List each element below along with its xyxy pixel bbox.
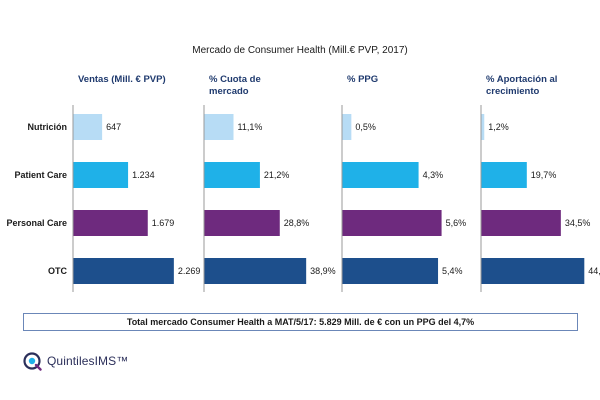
bar-value-label-3-3: 44,7% xyxy=(588,266,600,276)
panel-header-line-1-0: % Cuota de xyxy=(209,74,261,85)
bar-3-0 xyxy=(481,114,485,140)
bar-value-label-3-2: 34,5% xyxy=(565,218,591,228)
bar-1-1 xyxy=(204,162,260,188)
total-market-text: Total mercado Consumer Health a MAT/5/17… xyxy=(126,317,475,327)
bar-0-2 xyxy=(73,210,148,236)
panel-header-3: % Aportación al crecimiento xyxy=(486,74,557,97)
chart-title: Mercado de Consumer Health (Mill.€ PVP, … xyxy=(192,45,407,56)
category-label-0: Nutrición xyxy=(28,122,68,132)
bar-0-0 xyxy=(73,114,103,140)
bar-2-0 xyxy=(342,114,352,140)
panel-header-0: Ventas (Mill. € PVP) xyxy=(78,74,166,85)
bar-3-1 xyxy=(481,162,527,188)
bar-value-label-0-1: 1.234 xyxy=(132,170,155,180)
bar-value-label-2-1: 4,3% xyxy=(423,170,444,180)
total-market-box: Total mercado Consumer Health a MAT/5/17… xyxy=(23,313,578,331)
panel-header-1: % Cuota de mercado xyxy=(209,74,261,97)
quintilesims-logo-icon xyxy=(23,352,42,371)
bar-1-0 xyxy=(204,114,234,140)
bar-0-1 xyxy=(73,162,129,188)
bar-value-label-0-3: 2.269 xyxy=(178,266,201,276)
bar-value-label-1-2: 28,8% xyxy=(284,218,310,228)
panel-header-line-3-1: crecimiento xyxy=(486,86,540,97)
bar-value-label-2-2: 5,6% xyxy=(446,218,467,228)
bar-0-3 xyxy=(73,258,174,284)
bar-3-2 xyxy=(481,210,561,236)
bar-value-label-2-0: 0,5% xyxy=(355,122,376,132)
panel-header-2: % PPG xyxy=(347,74,378,85)
bar-2-2 xyxy=(342,210,442,236)
bar-value-label-3-1: 19,7% xyxy=(531,170,557,180)
category-label-3: OTC xyxy=(48,266,67,276)
bar-value-label-1-1: 21,2% xyxy=(264,170,290,180)
bar-value-label-2-3: 5,4% xyxy=(442,266,463,276)
bar-value-label-1-3: 38,9% xyxy=(310,266,336,276)
bar-3-3 xyxy=(481,258,585,284)
bar-2-3 xyxy=(342,258,439,284)
panel-header-line-1-1: mercado xyxy=(209,86,249,97)
category-label-2: Personal Care xyxy=(6,218,67,228)
chart: Mercado de Consumer Health (Mill.€ PVP, … xyxy=(6,45,600,292)
panel-header-line-3-0: % Aportación al xyxy=(486,74,557,85)
bar-1-3 xyxy=(204,258,307,284)
bar-value-label-0-2: 1.679 xyxy=(152,218,175,228)
logo-text: QuintilesIMS™ xyxy=(47,354,129,368)
bar-value-label-0-0: 647 xyxy=(106,122,121,132)
bar-value-label-3-0: 1,2% xyxy=(488,122,509,132)
bar-1-2 xyxy=(204,210,280,236)
panel-header-line-0-0: Ventas (Mill. € PVP) xyxy=(78,74,166,85)
quintilesims-logo: QuintilesIMS™ xyxy=(23,351,128,371)
bar-value-label-1-0: 11,1% xyxy=(238,122,263,132)
bar-2-1 xyxy=(342,162,419,188)
panel-header-line-2-0: % PPG xyxy=(347,74,378,85)
category-label-1: Patient Care xyxy=(14,170,67,180)
